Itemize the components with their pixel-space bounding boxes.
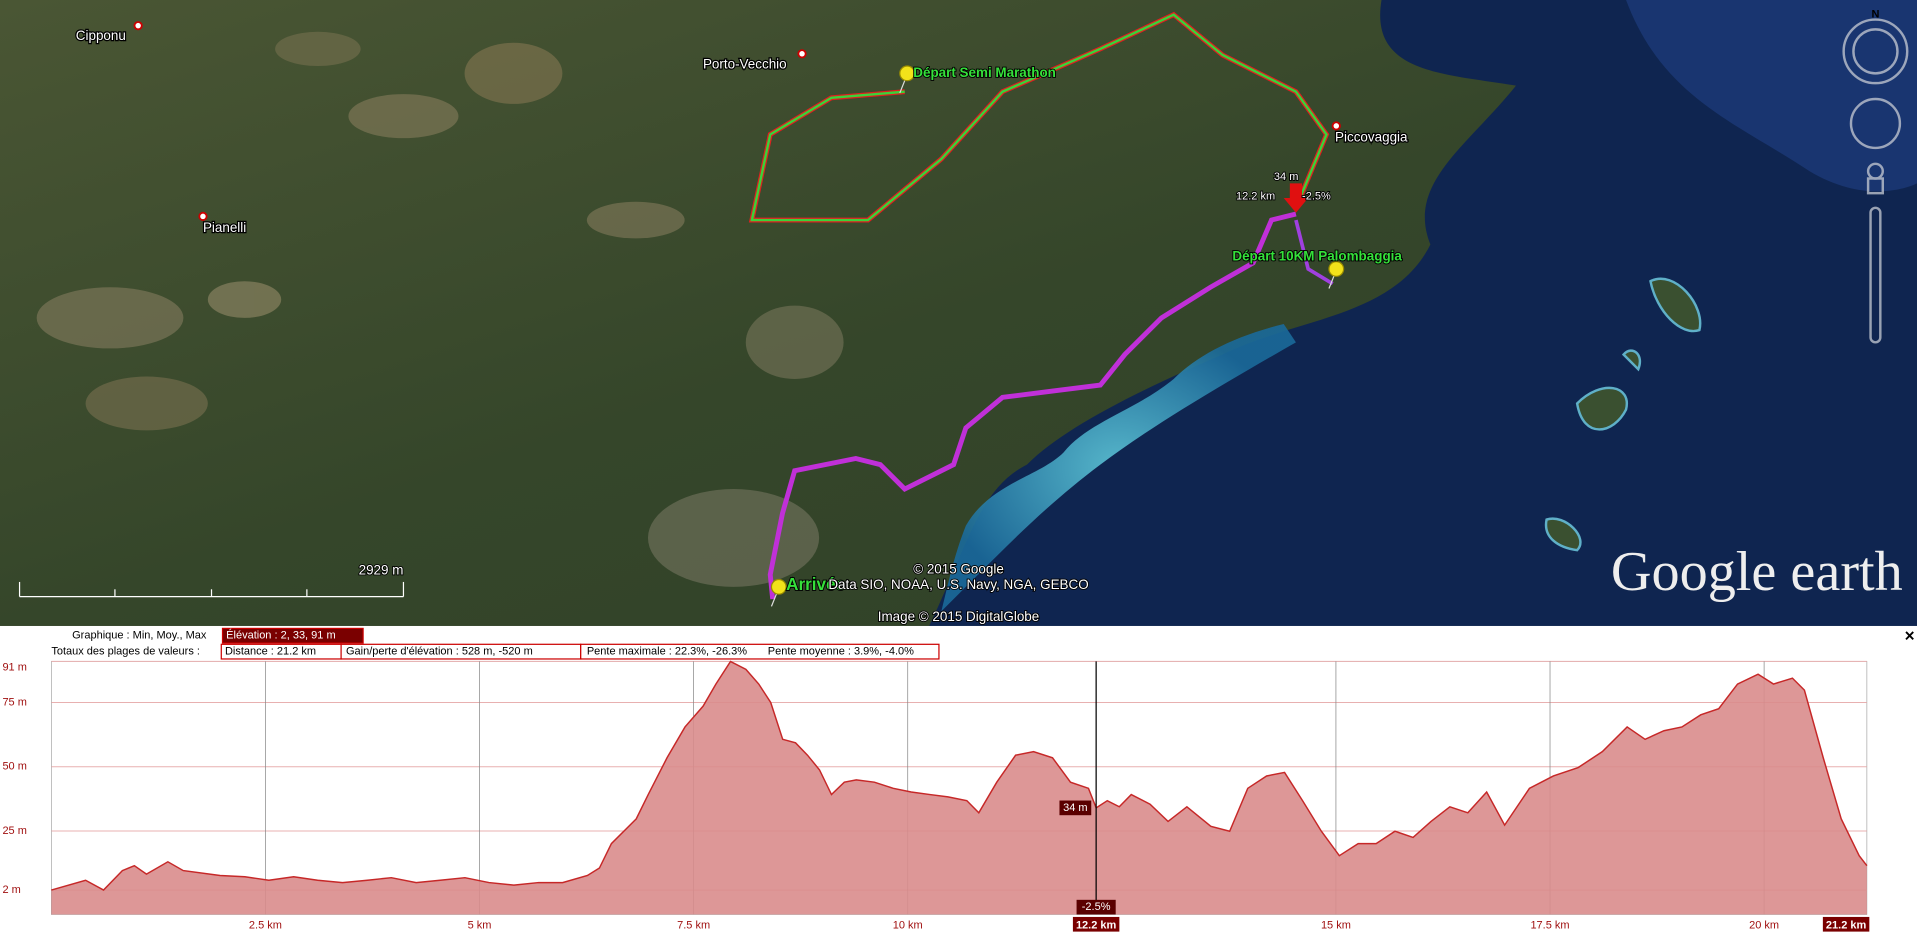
place-label: Porto-Vecchio (703, 56, 787, 71)
cursor-slope-label: -2.5% (1082, 901, 1111, 913)
image-credit: Image © 2015 DigitalGlobe (878, 609, 1040, 624)
x-tick-label: 21.2 km (1826, 919, 1867, 931)
position-arrow (1283, 183, 1309, 213)
gain-loss-summary: Gain/perte d'élévation : 528 m, -520 m (346, 646, 533, 658)
x-end-box (1822, 916, 1870, 932)
close-button[interactable]: × (1905, 626, 1915, 645)
logo: Google earth (1611, 541, 1903, 603)
scale-label: 2929 m (359, 562, 404, 577)
elevation-box (221, 627, 364, 644)
coast-lagoon (941, 323, 1296, 612)
distance-summary: Distance : 21.2 km (225, 646, 316, 658)
copyright: © 2015 Google (913, 561, 1004, 576)
nav-controls[interactable] (1842, 18, 1909, 344)
elevation-area (51, 661, 1867, 915)
scale-bar (18, 581, 405, 598)
compass-north[interactable]: N (1871, 9, 1879, 21)
x-tick-label: 2.5 km (249, 919, 282, 931)
y-tick-label: 2 m (2, 884, 20, 896)
route-10k (767, 211, 1297, 600)
cursor-slope: -2.5% (1302, 191, 1331, 203)
elevation-chart[interactable]: 2 m 25 m 50 m 75 m 91 m 2.5 km 5 km 7.5 km 10 km… (2, 660, 1870, 932)
sea (929, 0, 1917, 626)
cursor-distance: 12.2 km (1236, 191, 1275, 203)
marker-label[interactable]: Départ Semi Marathon (912, 64, 1056, 81)
y-tick-label: 50 m (2, 761, 26, 773)
islands (1544, 277, 1702, 552)
y-tick-label: 75 m (2, 696, 26, 708)
fields (36, 31, 844, 587)
place-label: Cipponu (76, 28, 126, 43)
place-dots (133, 21, 1341, 221)
x-tick-label: 5 km (468, 919, 492, 931)
place-label: Piccovaggia (1335, 130, 1408, 145)
x-tick-label: 7.5 km (677, 919, 710, 931)
place-label: Pianelli (203, 220, 246, 235)
slope-box (580, 643, 940, 660)
cursor-value-box (1059, 800, 1092, 816)
totals-label: Totaux des plages de valeurs : (51, 646, 200, 658)
x-tick-label: 17.5 km (1530, 919, 1569, 931)
y-tick-label: 25 m (2, 825, 26, 837)
elevation-line (51, 660, 1868, 891)
x-tick-label: 10 km (893, 919, 923, 931)
x-tick-label: 15 km (1321, 919, 1351, 931)
route-semi (750, 13, 1328, 222)
y-tick-label: 91 m (2, 661, 26, 673)
cursor-x-label: 12.2 km (1076, 919, 1117, 931)
max-slope-summary: Pente maximale : 22.3%, -26.3% (587, 646, 747, 658)
marker-label[interactable]: Départ 10KM Palombaggia (1231, 247, 1403, 264)
x-tick-label: 20 km (1749, 919, 1779, 931)
mean-slope-summary: Pente moyenne : 3.9%, -4.0% (768, 646, 914, 658)
route-10k-branch (1294, 219, 1334, 286)
pins (770, 65, 1345, 607)
data-credit: Data SIO, NOAA, U.S. Navy, NGA, GEBCO (828, 577, 1088, 592)
elevation-summary: Élévation : 2, 33, 91 m (226, 629, 335, 642)
cursor-slope-box (1076, 899, 1116, 915)
graph-label: Graphique : Min, Moy., Max (72, 630, 207, 642)
map-view[interactable]: Cipponu Porto-Vecchio Pianelli Piccovagg… (0, 0, 1917, 626)
cursor-x-box (1072, 916, 1120, 932)
marker-label[interactable]: Arrivée (785, 574, 846, 595)
cursor-elevation: 34 m (1274, 171, 1298, 183)
cursor-value-label: 34 m (1063, 802, 1087, 814)
